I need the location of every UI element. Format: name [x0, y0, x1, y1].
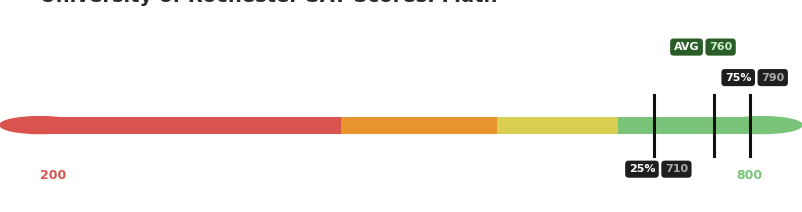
- Text: 200: 200: [40, 169, 67, 182]
- Text: 760: 760: [709, 42, 732, 52]
- Bar: [341, 117, 497, 134]
- Text: University of Rochester SAT Scores: Math: University of Rochester SAT Scores: Math: [40, 0, 497, 6]
- Bar: [40, 117, 341, 134]
- Text: 75%: 75%: [725, 73, 751, 83]
- Text: 790: 790: [761, 73, 784, 83]
- Circle shape: [722, 117, 802, 134]
- Circle shape: [0, 117, 80, 134]
- Bar: [497, 117, 618, 134]
- Text: AVG: AVG: [674, 42, 699, 52]
- Text: 25%: 25%: [629, 164, 655, 174]
- Bar: [618, 117, 762, 134]
- Text: 800: 800: [735, 169, 762, 182]
- Text: 710: 710: [665, 164, 688, 174]
